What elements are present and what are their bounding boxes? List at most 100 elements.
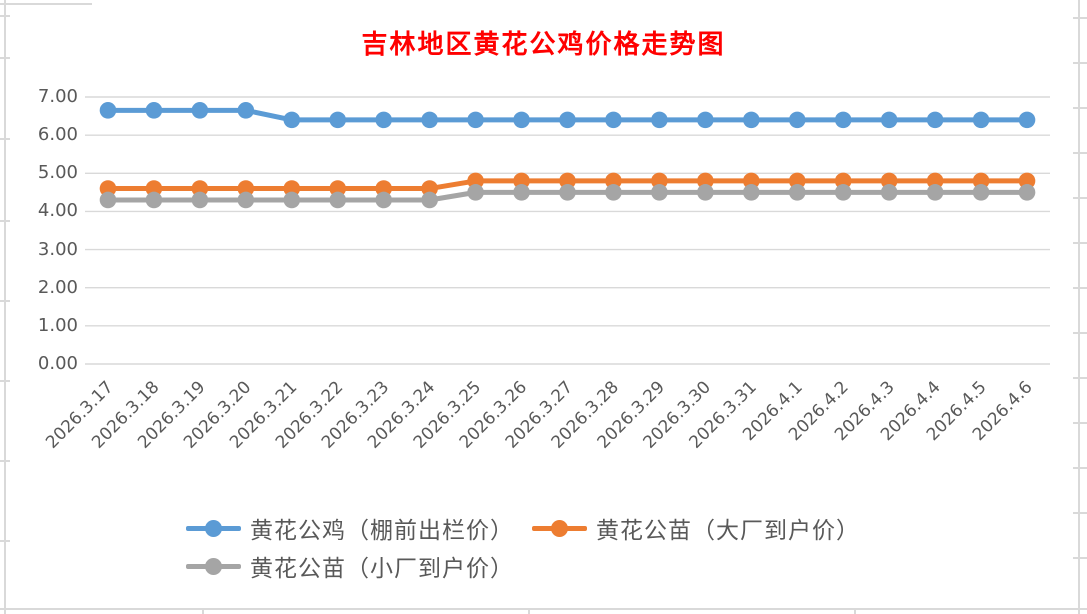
series-2-point-2026.3.25[interactable] [467, 184, 484, 201]
series-2-point-2026.4.2[interactable] [834, 184, 852, 201]
series-1-point-2026.3.22[interactable] [329, 180, 347, 197]
series-1-point-2026.3.19[interactable] [191, 180, 209, 197]
series-0-point-2026.4.1[interactable] [788, 111, 806, 129]
y-tick-label-5.00: 5.00 [37, 162, 78, 184]
series-0-point-2026.3.26[interactable] [513, 111, 530, 129]
series-2-point-2026.4.4[interactable] [926, 184, 944, 201]
series-1-point-2026.3.29[interactable] [651, 172, 668, 190]
sheet-row-tick-left [0, 300, 10, 302]
series-0-point-2026.4.6[interactable] [1018, 111, 1036, 129]
series-0-point-2026.4.5[interactable] [972, 111, 990, 129]
sheet-row-tick-right [1073, 152, 1087, 154]
legend-line-marker-icon [532, 519, 587, 537]
series-2-point-2026.4.3[interactable] [880, 184, 898, 201]
series-2-point-2026.3.18[interactable] [145, 191, 163, 209]
legend-label: 黄花公苗（小厂到户价） [250, 556, 514, 581]
series-2-point-2026.3.31[interactable] [743, 184, 760, 201]
y-tick-label-6.00: 6.00 [37, 124, 78, 146]
series-0-point-2026.3.22[interactable] [329, 111, 347, 129]
series-2-point-2026.3.23[interactable] [375, 191, 392, 209]
sheet-row-tick-right [1073, 242, 1087, 244]
y-tick-label-7.00: 7.00 [37, 86, 78, 107]
chart-title[interactable]: 吉林地区黄花公鸡价格走势图 [361, 30, 726, 59]
series-1-point-2026.3.28[interactable] [605, 172, 622, 190]
series-0-point-2026.4.4[interactable] [926, 111, 944, 129]
sheet-gridline-left [4, 0, 6, 614]
sheet-row-tick-right [1073, 557, 1087, 559]
series-1-point-2026.4.1[interactable] [788, 172, 806, 190]
series-2-point-2026.3.26[interactable] [513, 184, 530, 201]
sheet-row-tick-right [1073, 287, 1087, 289]
series-0-point-2026.3.21[interactable] [283, 111, 301, 129]
series-2-point-2026.3.24[interactable] [421, 191, 438, 209]
series-1-point-2026.4.6[interactable] [1018, 172, 1036, 190]
series-0-point-2026.3.18[interactable] [145, 102, 163, 119]
series-1-point-2026.4.4[interactable] [926, 172, 944, 190]
series-1-point-2026.3.27[interactable] [559, 172, 576, 190]
sheet-row-tick-right [1073, 17, 1087, 19]
series-1-point-2026.3.30[interactable] [697, 172, 714, 190]
series-0-point-2026.3.30[interactable] [697, 111, 714, 129]
series-0-point-2026.3.29[interactable] [651, 111, 668, 129]
legend-item-2[interactable]: 黄花公苗（小厂到户价） [186, 550, 514, 582]
legend-line-marker-icon [186, 519, 241, 537]
series-0-point-2026.3.25[interactable] [467, 111, 484, 129]
sheet-row-tick-right [1073, 377, 1087, 379]
series-0-point-2026.3.27[interactable] [559, 111, 576, 129]
sheet-row-tick-left [0, 380, 10, 382]
series-2-point-2026.3.19[interactable] [191, 191, 209, 209]
series-1-point-2026.3.18[interactable] [145, 180, 163, 197]
series-2-point-2026.4.6[interactable] [1018, 184, 1036, 201]
legend-item-1[interactable]: 黄花公苗（大厂到户价） [532, 512, 860, 544]
sheet-row-tick-left [0, 57, 10, 59]
series-1-point-2026.3.24[interactable] [421, 180, 438, 197]
series-1-point-2026.4.2[interactable] [834, 172, 852, 190]
series-2-point-2026.3.28[interactable] [605, 184, 622, 201]
series-2-point-2026.3.29[interactable] [651, 184, 668, 201]
series-1-point-2026.3.25[interactable] [467, 172, 484, 190]
sheet-col-tick-bottom [528, 608, 530, 614]
series-0-point-2026.3.23[interactable] [375, 111, 392, 129]
series-0-point-2026.3.17[interactable] [99, 102, 117, 119]
sheet-gridline-bottom [0, 608, 1087, 610]
legend-line-marker-icon [186, 557, 241, 575]
series-1-point-2026.3.23[interactable] [375, 180, 392, 197]
sheet-row-tick-right [1073, 512, 1087, 514]
series-0-point-2026.3.24[interactable] [421, 111, 438, 129]
series-2-point-2026.3.27[interactable] [559, 184, 576, 201]
series-2-point-2026.3.30[interactable] [697, 184, 714, 201]
series-2-point-2026.4.5[interactable] [972, 184, 990, 201]
series-1-point-2026.3.17[interactable] [99, 180, 117, 197]
legend-item-0[interactable]: 黄花公鸡（棚前出栏价） [186, 512, 514, 544]
series-1-point-2026.4.5[interactable] [972, 172, 990, 190]
series-1-point-2026.4.3[interactable] [880, 172, 898, 190]
sheet-gridline-right [1078, 0, 1080, 614]
series-1-point-2026.3.21[interactable] [283, 180, 301, 197]
sheet-gridline-top [0, 3, 92, 5]
sheet-row-tick-left [0, 138, 10, 140]
series-2-point-2026.3.17[interactable] [99, 191, 117, 209]
series-2-point-2026.3.22[interactable] [329, 191, 347, 209]
series-0-point-2026.4.3[interactable] [880, 111, 898, 129]
series-0-point-2026.3.20[interactable] [237, 102, 255, 119]
series-2-point-2026.3.21[interactable] [283, 191, 301, 209]
series-1-point-2026.3.31[interactable] [743, 172, 760, 190]
series-2-point-2026.3.20[interactable] [237, 191, 255, 209]
series-1-point-2026.3.26[interactable] [513, 172, 530, 190]
y-tick-label-2.00: 2.00 [37, 276, 78, 298]
y-tick-label-3.00: 3.00 [37, 238, 78, 260]
series-0-point-2026.3.31[interactable] [743, 111, 760, 129]
legend-label: 黄花公鸡（棚前出栏价） [250, 518, 514, 543]
series-1-point-2026.3.20[interactable] [237, 180, 255, 197]
sheet-row-tick-right [1073, 107, 1087, 109]
series-0-point-2026.3.19[interactable] [191, 102, 209, 119]
series-2-point-2026.4.1[interactable] [788, 184, 806, 201]
y-tick-label-0.00: 0.00 [37, 353, 78, 374]
sheet-row-tick-left [0, 220, 10, 222]
sheet-row-tick-right [1073, 197, 1087, 199]
series-0-point-2026.3.28[interactable] [605, 111, 622, 129]
sheet-row-tick-right [1073, 332, 1087, 334]
series-0-point-2026.4.2[interactable] [834, 111, 852, 129]
